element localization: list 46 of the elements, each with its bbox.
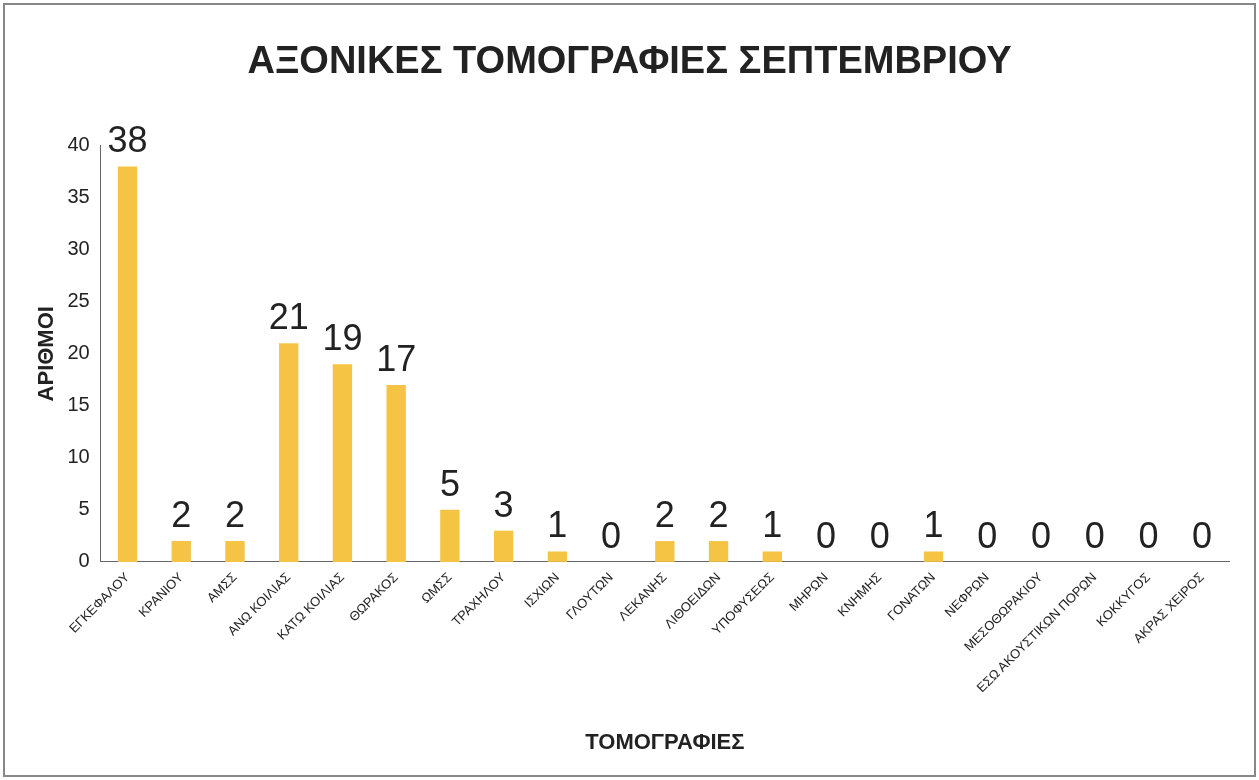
data-label: 0: [1030, 514, 1051, 556]
y-axis-title: ΑΡΙΘΜΟΙ: [33, 306, 59, 402]
data-label: 2: [171, 494, 192, 535]
y-tick-label: 15: [67, 393, 90, 416]
data-label: 0: [816, 514, 837, 556]
bar: [708, 541, 729, 562]
data-label: 21: [268, 296, 309, 338]
bar: [117, 166, 138, 562]
bar: [332, 364, 353, 562]
bar: [386, 384, 406, 562]
y-tick-label: 40: [67, 133, 90, 156]
y-tick-label: 30: [67, 237, 90, 260]
data-label: 0: [869, 514, 890, 556]
y-tick-label: 35: [67, 185, 90, 208]
y-tick-label: 20: [67, 341, 90, 364]
bar: [440, 509, 460, 562]
data-label: 0: [1084, 514, 1105, 556]
data-label: 1: [923, 504, 944, 546]
chart-title: ΑΞΟΝΙΚΕΣ ΤΟΜΟΓΡΑΦΙΕΣ ΣΕΠΤΕΜΒΡΙΟΥ: [247, 39, 1012, 82]
y-tick-label: 10: [67, 445, 90, 468]
data-label: 0: [1138, 514, 1159, 556]
data-label: 17: [376, 337, 417, 379]
data-label: 0: [601, 514, 622, 556]
data-label: 1: [547, 504, 568, 546]
data-label: 5: [439, 462, 460, 504]
bar: [762, 551, 782, 562]
data-label: 1: [762, 504, 783, 546]
data-label: 2: [708, 494, 729, 535]
y-tick-label: 25: [67, 289, 90, 312]
bar: [655, 541, 675, 562]
bar: [547, 551, 568, 562]
y-tick-label: 0: [78, 549, 90, 572]
bar: [225, 541, 245, 562]
data-label: 2: [224, 494, 245, 535]
data-label: 0: [977, 514, 998, 556]
data-label: 38: [107, 119, 148, 161]
bar: [923, 551, 944, 562]
x-axis-title: ΤΟΜΟΓΡΑΦΙΕΣ: [585, 728, 745, 754]
bar: [493, 530, 514, 562]
bar: [171, 541, 191, 562]
data-label: 19: [322, 317, 363, 359]
data-label: 0: [1192, 514, 1213, 556]
data-label: 3: [493, 483, 514, 525]
data-label: 2: [654, 494, 675, 535]
y-tick-label: 5: [78, 497, 90, 520]
bar: [279, 343, 299, 562]
